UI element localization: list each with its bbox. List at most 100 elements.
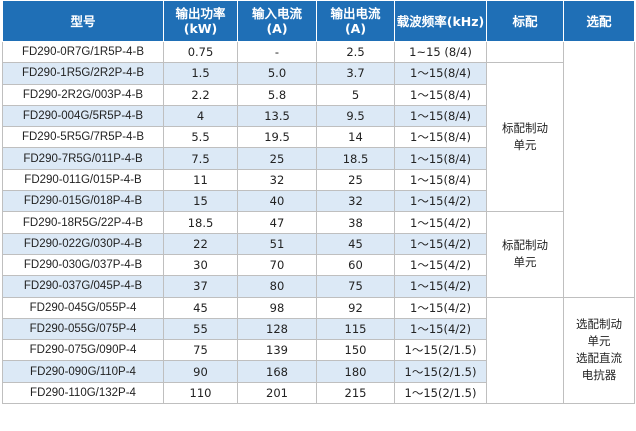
table-row: FD290-2R2G/003P-4-B 2.2 5.8 5 1～15(8/4) [2,83,635,106]
cell-input-current: 25 [237,147,317,170]
table-header-row: 型号 输出功率 (kW) 输入电流 (A) 输出电流 (A) 载波频率(kHz)… [2,0,635,42]
table-row: FD290-090G/110P-4 90 168 180 1～15(2/1.5) [2,360,635,383]
cell-carrier: 1～15(4/2) [394,253,487,277]
cell-standard-group-a: 标配制动 单元 [486,62,564,213]
cell-power: 55 [163,317,238,341]
header-input-current: 输入电流 (A) [237,0,317,42]
cell-standard-empty-c [486,296,564,405]
cell-input-current: 139 [237,339,317,362]
optional-group-c-line4: 电抗器 [581,368,617,383]
header-output-power-line2: (kW) [183,21,218,36]
cell-power: 11 [163,168,238,192]
cell-output-current: 150 [316,339,395,362]
cell-output-current: 9.5 [316,104,395,128]
cell-power: 7.5 [163,147,238,170]
cell-carrier: 1～15(4/2) [394,296,487,319]
cell-standard-empty [486,40,564,64]
optional-group-c-line1: 选配制动 [576,317,622,332]
cell-power: 75 [163,339,238,362]
optional-group-c-line2: 单元 [587,334,611,349]
table-row: FD290-022G/030P-4-B 22 51 45 1～15(4/2) [2,232,635,255]
cell-output-current: 180 [316,360,395,383]
cell-carrier: 1～15(2/1.5) [394,360,487,383]
cell-output-current: 60 [316,253,395,277]
cell-model: FD290-037G/045P-4-B [2,275,164,298]
cell-input-current: 5.8 [237,83,317,106]
cell-model: FD290-045G/055P-4 [2,296,164,319]
header-model: 型号 [2,0,164,42]
cell-input-current: 70 [237,253,317,277]
cell-output-current: 215 [316,381,395,405]
cell-model: FD290-5R5G/7R5P-4-B [2,126,164,149]
cell-model: FD290-030G/037P-4-B [2,253,164,277]
cell-model: FD290-011G/015P-4-B [2,168,164,192]
header-input-current-line1: 输入电流 [251,6,302,21]
cell-input-current: 168 [237,360,317,383]
cell-model: FD290-015G/018P-4-B [2,190,164,213]
cell-carrier: 1～15(8/4) [394,168,487,192]
cell-carrier: 1～15(8/4) [394,62,487,85]
cell-carrier: 1~15 (8/4) [394,40,487,64]
table-row: FD290-5R5G/7R5P-4-B 5.5 19.5 14 1～15(8/4… [2,126,635,149]
cell-output-current: 92 [316,296,395,319]
cell-carrier: 1～15(8/4) [394,147,487,170]
standard-group-b-line1: 标配制动 [502,238,548,253]
cell-input-current: 128 [237,317,317,341]
cell-output-current: 2.5 [316,40,395,64]
cell-optional-group-c: 选配制动 单元 选配直流 电抗器 [563,296,635,405]
cell-power: 5.5 [163,126,238,149]
cell-carrier: 1～15(4/2) [394,211,487,234]
cell-output-current: 25 [316,168,395,192]
cell-output-current: 5 [316,83,395,106]
cell-model: FD290-004G/5R5P-4-B [2,104,164,128]
cell-power: 0.75 [163,40,238,64]
table-row: FD290-011G/015P-4-B 11 32 25 1～15(8/4) [2,168,635,192]
cell-output-current: 115 [316,317,395,341]
cell-power: 2.2 [163,83,238,106]
table-row: FD290-030G/037P-4-B 30 70 60 1～15(4/2) [2,253,635,277]
cell-carrier: 1～15(4/2) [394,232,487,255]
cell-carrier: 1～15(2/1.5) [394,339,487,362]
cell-output-current: 75 [316,275,395,298]
cell-carrier: 1～15(8/4) [394,83,487,106]
cell-model: FD290-110G/132P-4 [2,381,164,405]
cell-model: FD290-075G/090P-4 [2,339,164,362]
cell-model: FD290-0R7G/1R5P-4-B [2,40,164,64]
cell-power: 15 [163,190,238,213]
header-carrier-frequency: 载波频率(kHz) [394,0,487,42]
cell-model: FD290-1R5G/2R2P-4-B [2,62,164,85]
header-input-current-line2: (A) [266,21,288,36]
cell-power: 90 [163,360,238,383]
cell-carrier: 1～15(2/1.5) [394,381,487,405]
header-standard: 标配 [486,0,564,42]
cell-input-current: 40 [237,190,317,213]
header-output-current-line2: (A) [344,21,367,36]
cell-carrier: 1～15(4/2) [394,317,487,341]
cell-standard-group-b: 标配制动 单元 [486,211,564,298]
table-row: FD290-0R7G/1R5P-4-B 0.75 - 2.5 1~15 (8/4… [2,40,635,298]
cell-input-current: 201 [237,381,317,405]
cell-power: 1.5 [163,62,238,85]
cell-output-current: 3.7 [316,62,395,85]
header-output-current-line1: 输出电流 [330,6,381,21]
table-row: FD290-055G/075P-4 55 128 115 1～15(4/2) [2,317,635,341]
cell-input-current: 51 [237,232,317,255]
cell-carrier: 1～15(4/2) [394,190,487,213]
cell-model: FD290-7R5G/011P-4-B [2,147,164,170]
cell-carrier: 1～15(8/4) [394,104,487,128]
cell-power: 30 [163,253,238,277]
header-output-power: 输出功率 (kW) [163,0,238,42]
cell-power: 45 [163,296,238,319]
standard-group-b-line2: 单元 [513,255,537,270]
cell-carrier: 1～15(4/2) [394,275,487,298]
table-row: FD290-045G/055P-4 45 98 92 1～15(4/2) 选配制… [2,296,635,405]
table-row: FD290-1R5G/2R2P-4-B 1.5 5.0 3.7 1～15(8/4… [2,62,635,213]
standard-group-a-line1: 标配制动 [502,121,548,136]
cell-power: 4 [163,104,238,128]
header-optional: 选配 [563,0,635,42]
optional-group-c-line3: 选配直流 [576,351,622,366]
cell-model: FD290-090G/110P-4 [2,360,164,383]
spec-table: 型号 输出功率 (kW) 输入电流 (A) 输出电流 (A) 载波频率(kHz)… [2,0,635,405]
header-output-current: 输出电流 (A) [316,0,395,42]
cell-input-current: - [237,40,317,64]
